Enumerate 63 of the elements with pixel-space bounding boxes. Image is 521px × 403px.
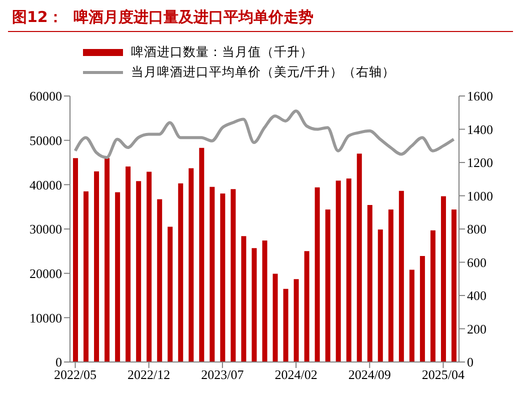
bar: [104, 158, 110, 362]
y-tick-label: 50000: [30, 132, 62, 148]
bar: [136, 181, 142, 362]
bar: [115, 192, 120, 362]
y-tick-label: 10000: [30, 310, 62, 326]
bar: [199, 148, 204, 362]
bar: [73, 158, 78, 362]
bar: [304, 251, 310, 362]
y-tick-label: 20000: [30, 266, 62, 281]
bar: [84, 191, 89, 362]
bar: [451, 209, 456, 362]
bar: [440, 196, 446, 362]
bar: [388, 209, 394, 362]
x-tick-label: 2023/07: [201, 367, 244, 382]
y-tick-label: 40000: [30, 177, 62, 192]
bar: [262, 240, 268, 362]
bar: [157, 199, 162, 362]
bar: [94, 171, 100, 362]
y2-tick-label: 1000: [467, 188, 493, 204]
bar: [336, 180, 341, 362]
chart-title: 图12： 啤酒月度进口量及进口平均单价走势: [8, 8, 513, 32]
x-tick-label: 2024/09: [348, 367, 391, 382]
bar: [178, 183, 184, 362]
y2-tick-label: 200: [467, 321, 486, 336]
x-tick-label: 2025/04: [422, 367, 466, 382]
bar: [283, 288, 288, 362]
y2-tick-label: 1200: [467, 155, 493, 170]
bar: [230, 189, 236, 362]
y2-tick-label: 0: [467, 354, 474, 370]
y2-tick-label: 600: [467, 254, 486, 270]
bar: [325, 209, 330, 362]
bar: [210, 186, 215, 362]
bar: [272, 274, 278, 362]
bar: [294, 279, 299, 362]
bar: [168, 226, 173, 362]
x-tick-label: 2022/12: [128, 367, 170, 382]
y-tick-label: 60000: [30, 88, 62, 104]
y2-tick-label: 1600: [467, 88, 493, 104]
bar: [398, 190, 404, 362]
y2-tick-label: 400: [467, 288, 486, 304]
bar: [126, 166, 131, 362]
bar: [346, 178, 352, 362]
bar: [252, 248, 257, 362]
bar: [146, 172, 152, 362]
legend-label: 啤酒进口数量：当月值（千升）: [131, 43, 313, 61]
x-tick-label: 2022/05: [54, 367, 97, 382]
bar: [241, 236, 246, 362]
bar: [367, 205, 372, 362]
bar: [220, 194, 226, 362]
bar: [188, 168, 194, 362]
bar: [409, 270, 414, 362]
line-series: [74, 109, 456, 160]
y-tick-label: 0: [56, 354, 62, 370]
bar: [430, 230, 436, 362]
y-tick-label: 30000: [30, 222, 62, 237]
bar: [420, 256, 425, 362]
bar: [356, 154, 362, 362]
legend-label: 当月啤酒进口平均单价（美元/千升）（右轴）: [131, 63, 396, 81]
y2-tick-label: 1400: [467, 122, 493, 137]
bar: [314, 187, 320, 362]
bar: [378, 229, 383, 362]
x-tick-label: 2024/02: [274, 367, 318, 382]
y2-tick-label: 800: [467, 222, 486, 237]
